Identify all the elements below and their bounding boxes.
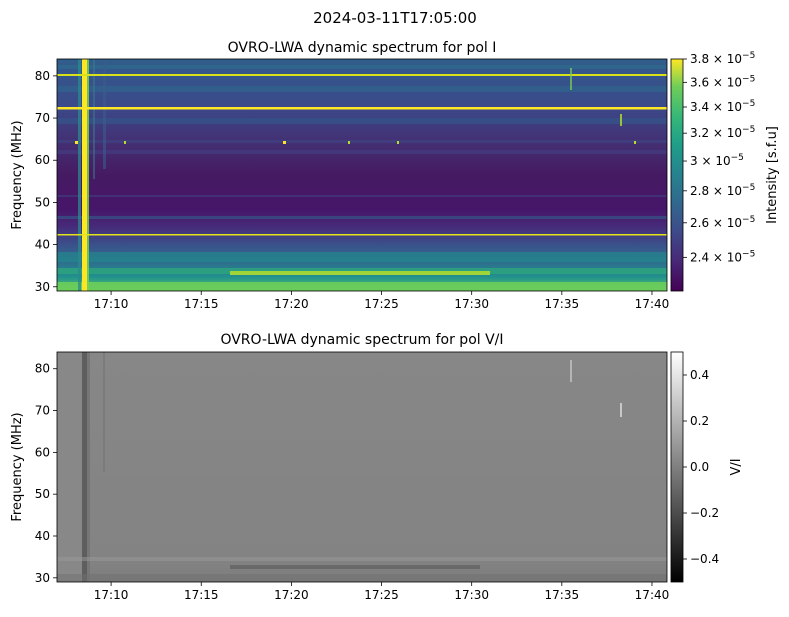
top-y-tick-label: 70 [35,111,50,125]
top-x-tick-label: 17:30 [454,297,489,311]
bottom-y-tick-label: 80 [35,362,50,376]
top-colorbar-tick-label: 3.4 × 10−5 [690,99,755,114]
bottom-panel-title: OVRO-LWA dynamic spectrum for pol V/I [220,332,503,348]
top-x-tick-label: 17:10 [94,297,129,311]
bottom-colorbar-tick-label: 0.0 [690,460,709,474]
top-y-tick-label: 50 [35,195,50,209]
bottom-x-tick-label: 17:25 [364,588,399,602]
top-x-tick-label: 17:40 [635,297,670,311]
top-colorbar-tick-label: 2.4 × 10−5 [690,249,755,264]
top-colorbar-label: Intensity [s.f.u] [765,126,780,224]
top-y-tick-label: 60 [35,153,50,167]
bottom-colorbar-tick-label: −0.4 [690,552,719,566]
bottom-y-tick-label: 30 [35,571,50,585]
top-y-tick-label: 40 [35,238,50,252]
bottom-axes-frame [56,351,668,583]
top-axes-frame [56,58,668,292]
top-colorbar-tick-label: 3.8 × 10−5 [690,51,755,66]
top-colorbar-tick-label: 3.2 × 10−5 [690,125,755,140]
top-colorbar-tick-label: 3.6 × 10−5 [690,74,755,89]
bottom-colorbar-tick-label: −0.2 [690,506,719,520]
bottom-x-tick-label: 17:35 [545,588,580,602]
figure-suptitle: 2024-03-11T17:05:00 [313,9,477,27]
top-colorbar-tick-label: 2.6 × 10−5 [690,215,755,230]
bottom-y-tick-label: 70 [35,404,50,418]
bottom-x-tick-label: 17:10 [94,588,129,602]
top-x-tick-label: 17:15 [184,297,219,311]
top-x-tick-label: 17:20 [274,297,309,311]
top-colorbar [670,58,684,292]
bottom-x-axis: 17:10 17:15 17:20 17:25 17:30 17:35 17:40 [94,582,669,602]
top-x-tick-label: 17:35 [545,297,580,311]
bottom-colorbar-label: V/I [729,458,744,475]
bottom-x-tick-label: 17:15 [184,588,219,602]
top-x-tick-label: 17:25 [364,297,399,311]
bottom-colorbar-ticks: 0.4 0.2 0.0 −0.2 −0.4 [683,368,719,566]
bottom-colorbar-tick-label: 0.4 [690,368,709,382]
top-colorbar-ticks: 3.8 × 10−5 3.6 × 10−5 3.4 × 10−5 3.2 × 10−5… [683,51,755,264]
bottom-heatmap [57,352,667,582]
top-heatmap [57,59,667,291]
bottom-x-tick-label: 17:30 [454,588,489,602]
bottom-colorbar [670,351,684,583]
bottom-x-tick-label: 17:40 [635,588,670,602]
top-panel-title: OVRO-LWA dynamic spectrum for pol I [228,40,497,56]
top-colorbar-tick-label: 2.8 × 10−5 [690,183,755,198]
top-y-axis: 30 40 50 60 70 80 [35,69,57,294]
bottom-y-tick-label: 60 [35,445,50,459]
bottom-y-tick-label: 50 [35,487,50,501]
bottom-y-axis-label: Frequency (MHz) [10,412,25,521]
bottom-y-axis: 30 40 50 60 70 80 [35,362,57,585]
top-y-tick-label: 80 [35,69,50,83]
top-y-tick-label: 30 [35,280,50,294]
bottom-x-tick-label: 17:20 [274,588,309,602]
bottom-y-tick-label: 40 [35,529,50,543]
top-colorbar-tick-label: 3 × 10−5 [690,153,744,168]
bottom-colorbar-tick-label: 0.2 [690,414,709,428]
top-x-axis: 17:10 17:15 17:20 17:25 17:30 17:35 17:40 [94,291,669,311]
top-y-axis-label: Frequency (MHz) [10,120,25,229]
